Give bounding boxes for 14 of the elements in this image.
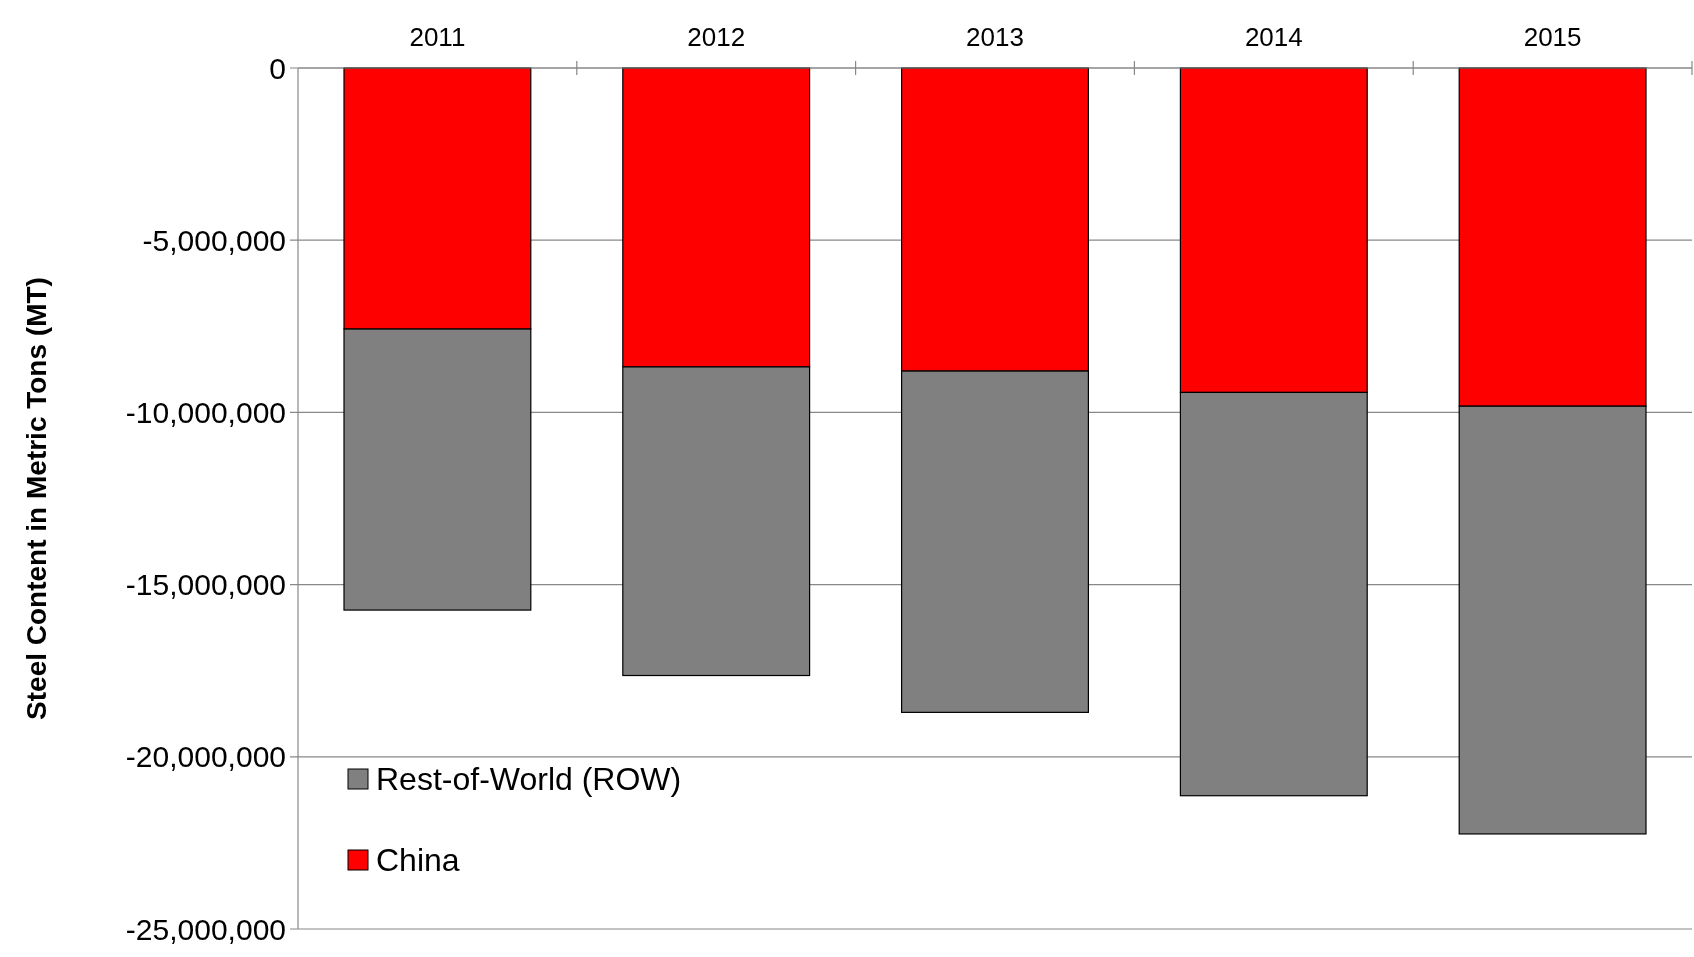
- y-tick-label: -10,000,000: [125, 395, 286, 429]
- x-tick-label: 2012: [687, 22, 746, 52]
- x-tick-label: 2013: [966, 22, 1024, 52]
- y-tick-label: -25,000,000: [125, 912, 286, 946]
- x-tick-label: 2015: [1523, 22, 1582, 52]
- y-tick-label: -5,000,000: [142, 223, 286, 257]
- y-tick-label: -15,000,000: [125, 568, 286, 602]
- y-axis-title: Steel Content in Metric Tons (MT): [21, 277, 52, 720]
- legend-label: China: [376, 842, 460, 879]
- y-tick-label: 0: [269, 51, 286, 85]
- x-tick-label: 2014: [1244, 22, 1303, 52]
- legend-label: Rest-of-World (ROW): [376, 761, 682, 798]
- y-tick-label: -20,000,000: [125, 740, 286, 774]
- x-tick-label: 2011: [409, 22, 466, 52]
